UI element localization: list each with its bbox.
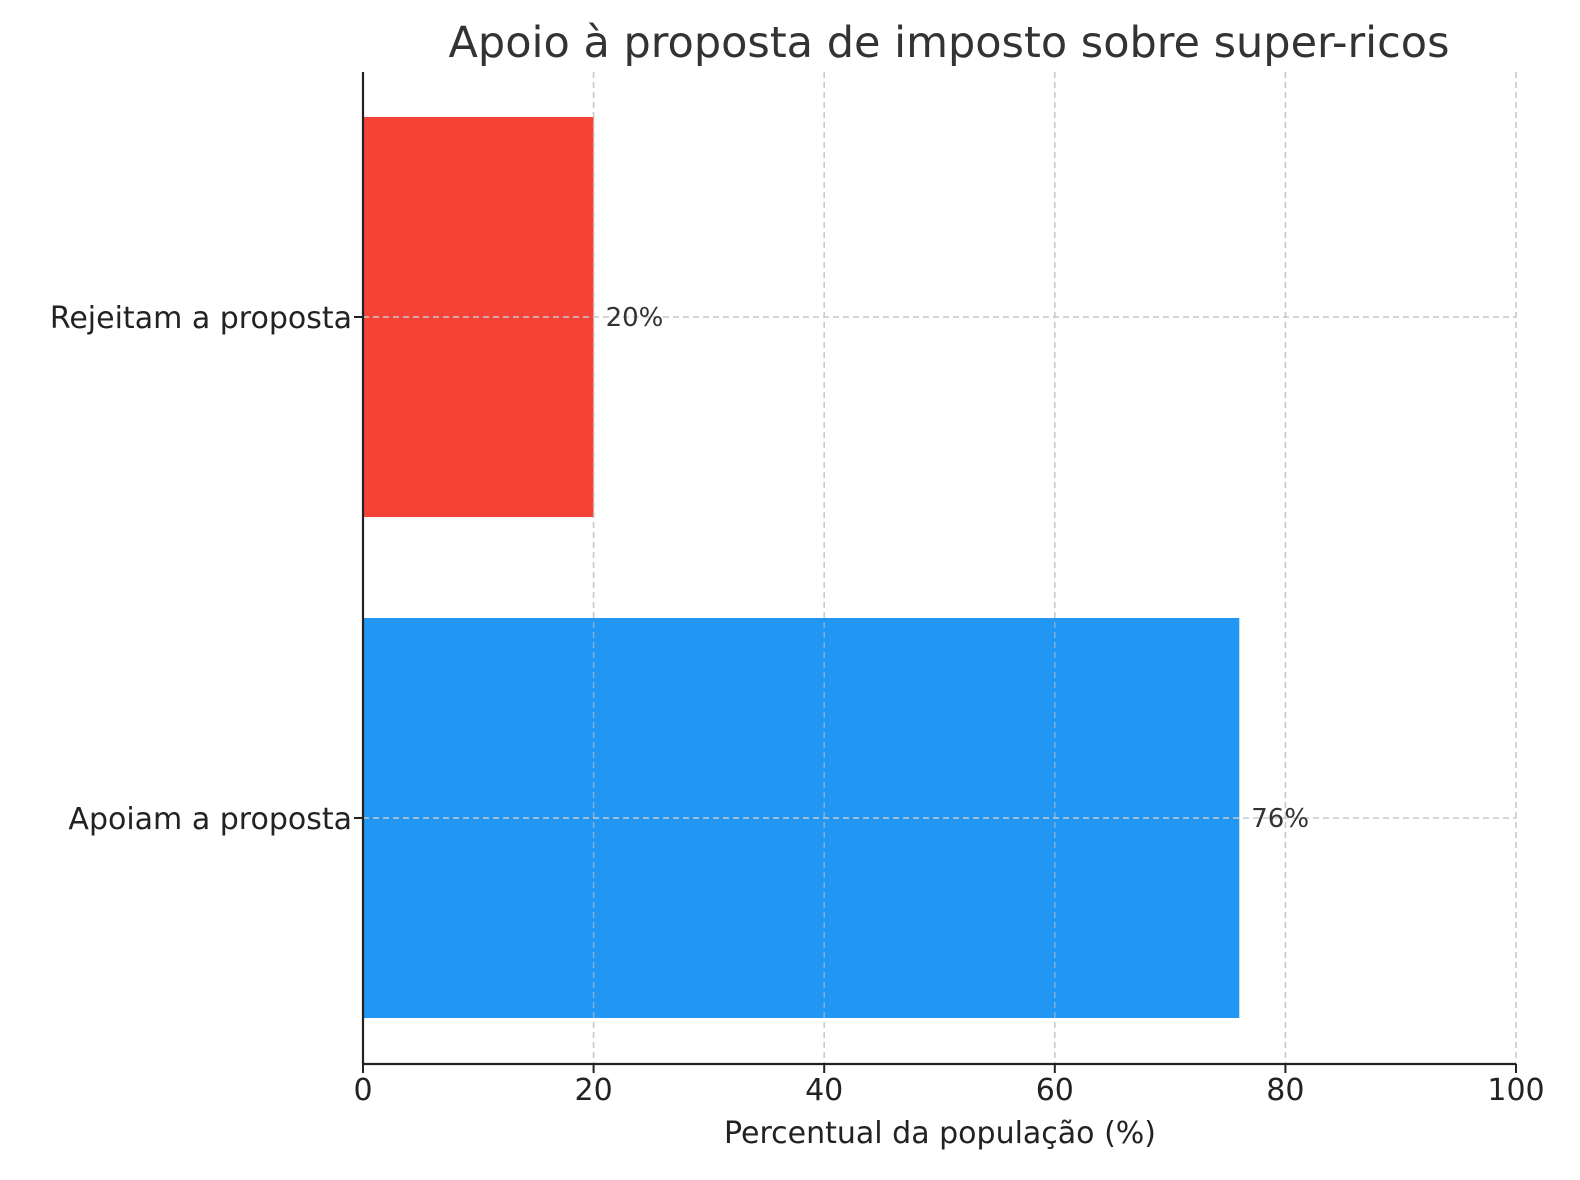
ticks-layer: 0 20 40 60 80 100 Apoiam a proposta Rejeitam a …	[50, 301, 1545, 1108]
x-tick-label: 60	[1036, 1073, 1074, 1108]
x-tick-label: 0	[353, 1073, 372, 1108]
x-axis-label: Percentual da população (%)	[724, 1116, 1156, 1151]
chart-title: Apoio à proposta de imposto sobre super-…	[449, 18, 1450, 68]
x-tick-label: 20	[575, 1073, 613, 1108]
y-tick-label: Apoiam a proposta	[68, 802, 352, 837]
x-tick-label: 100	[1487, 1073, 1544, 1108]
x-tick-label: 40	[805, 1073, 843, 1108]
bars-layer	[363, 117, 1240, 1018]
y-tick-label: Rejeitam a proposta	[50, 301, 352, 336]
data-labels-layer: 76% 20%	[606, 303, 1309, 834]
bar-data-label: 76%	[1251, 804, 1309, 834]
bar-data-label: 20%	[606, 303, 664, 333]
x-tick-label: 80	[1266, 1073, 1304, 1108]
axes-layer	[361, 72, 1516, 1066]
